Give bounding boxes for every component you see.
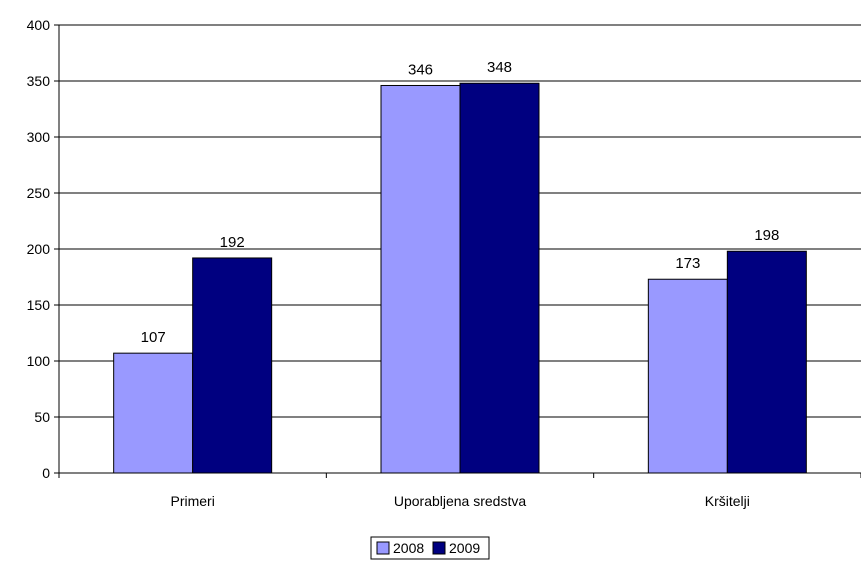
bar-2008: [113, 352, 194, 474]
legend-swatch-2009: [432, 541, 446, 555]
legend-label: 2009: [449, 540, 480, 556]
data-label: 107: [141, 329, 166, 346]
bar-2008: [647, 278, 728, 474]
data-label: 198: [754, 227, 779, 244]
y-tick-label: 250: [27, 185, 51, 201]
data-label: 348: [487, 59, 512, 76]
bar-2009: [192, 257, 273, 474]
x-tick-label: Uporabljena sredstva: [394, 493, 527, 509]
bar-2009: [726, 250, 807, 474]
x-tick-label: Primeri: [170, 493, 214, 509]
legend-box: [370, 536, 490, 560]
y-tick-label: 100: [27, 353, 51, 369]
y-tick-label: 50: [34, 409, 50, 425]
data-label: 173: [675, 255, 700, 272]
x-tick-label: Kršitelji: [705, 493, 750, 509]
legend-label: 2008: [393, 540, 424, 556]
y-tick-label: 0: [42, 465, 50, 481]
bar-2008: [380, 84, 461, 474]
y-tick-label: 200: [27, 241, 51, 257]
bar-2009: [459, 82, 540, 474]
y-tick-label: 400: [27, 17, 51, 33]
y-tick-label: 350: [27, 73, 51, 89]
y-tick-label: 300: [27, 129, 51, 145]
data-label: 192: [220, 234, 245, 251]
y-tick-label: 150: [27, 297, 51, 313]
data-label: 346: [408, 61, 433, 78]
legend-swatch-2008: [376, 541, 390, 555]
